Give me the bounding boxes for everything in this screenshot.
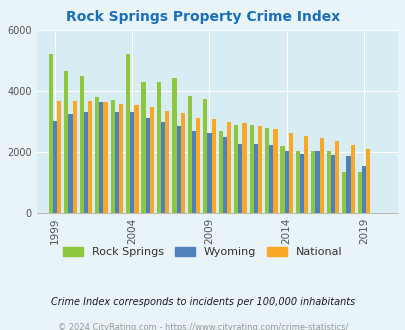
Bar [350,145,354,213]
Bar [315,151,319,213]
Bar [299,154,303,213]
Bar [134,105,138,213]
Bar [180,113,184,213]
Bar [161,122,165,213]
Bar [295,151,299,213]
Bar [188,96,192,213]
Bar [141,82,145,213]
Bar [72,101,77,213]
Bar [145,117,149,213]
Bar [84,112,88,213]
Legend: Rock Springs, Wyoming, National: Rock Springs, Wyoming, National [58,242,347,262]
Bar [110,100,115,213]
Bar [79,76,84,213]
Bar [288,134,292,213]
Bar [303,136,308,213]
Bar [53,121,57,213]
Bar [99,102,103,213]
Text: Crime Index corresponds to incidents per 100,000 inhabitants: Crime Index corresponds to incidents per… [51,297,354,307]
Bar [311,151,315,213]
Bar [264,128,269,213]
Bar [203,99,207,213]
Bar [326,151,330,213]
Bar [172,78,176,213]
Bar [253,144,257,213]
Bar [280,146,284,213]
Bar [345,156,350,213]
Bar [234,125,238,213]
Bar [156,82,161,213]
Bar [95,97,99,213]
Bar [222,138,226,213]
Bar [192,131,196,213]
Bar [257,125,261,213]
Bar [218,131,222,213]
Bar [226,122,230,213]
Bar [269,146,273,213]
Bar [176,126,180,213]
Bar [273,129,277,213]
Bar [238,144,242,213]
Bar [330,155,334,213]
Bar [357,172,361,213]
Bar [64,71,68,213]
Bar [207,134,211,213]
Bar [130,112,134,213]
Bar [211,119,215,213]
Bar [126,54,130,213]
Bar [165,111,169,213]
Bar [119,104,123,213]
Bar [57,101,61,213]
Bar [103,102,107,213]
Bar [88,101,92,213]
Bar [334,141,339,213]
Bar [361,166,365,213]
Bar [68,114,72,213]
Bar [249,125,253,213]
Bar [149,107,153,213]
Bar [341,172,345,213]
Text: Rock Springs Property Crime Index: Rock Springs Property Crime Index [66,10,339,24]
Bar [319,138,323,213]
Bar [49,54,53,213]
Bar [115,112,119,213]
Bar [284,151,288,213]
Text: © 2024 CityRating.com - https://www.cityrating.com/crime-statistics/: © 2024 CityRating.com - https://www.city… [58,323,347,330]
Bar [196,118,200,213]
Bar [365,149,369,213]
Bar [242,123,246,213]
